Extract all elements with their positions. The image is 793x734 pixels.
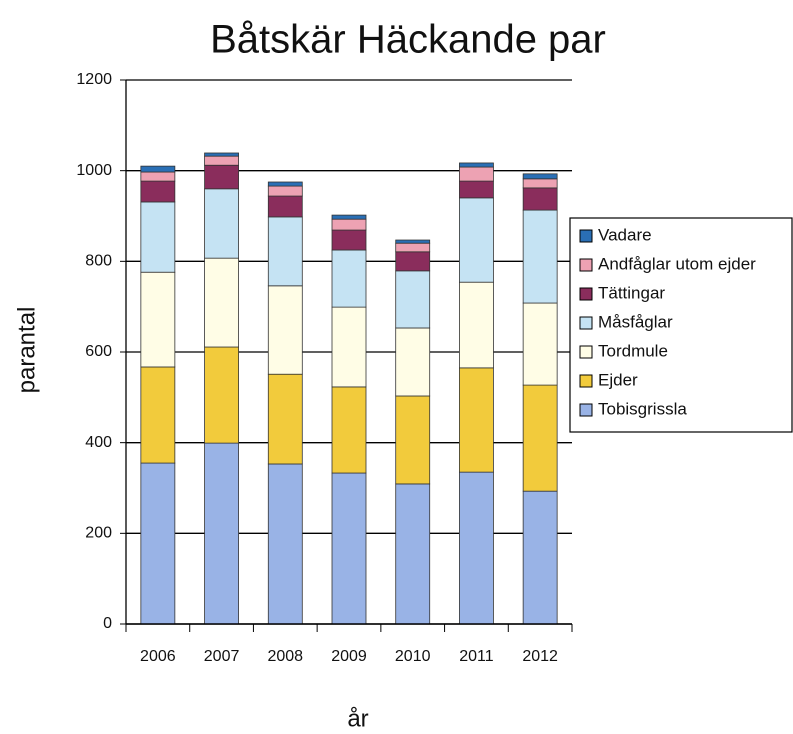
- bar-segment: [267, 216, 303, 287]
- bar-segment: [522, 490, 558, 625]
- bar-segment: [140, 271, 176, 368]
- legend-swatch: [579, 316, 593, 330]
- bar-segment: [140, 165, 176, 173]
- bar-segment: [331, 306, 367, 388]
- bar-segment: [395, 483, 431, 625]
- bar-segment: [267, 195, 303, 218]
- x-tick-label: 2007: [204, 648, 240, 665]
- y-tick-label: 400: [85, 434, 112, 451]
- legend-swatch: [579, 287, 593, 301]
- bar-segment: [395, 242, 431, 253]
- y-tick-label: 1200: [76, 71, 112, 88]
- bar-segment: [204, 155, 239, 166]
- x-tick-label: 2010: [395, 648, 431, 665]
- bar-segment: [459, 281, 494, 369]
- bar-segment: [395, 251, 431, 272]
- bar-segment: [459, 367, 494, 473]
- bar-segment: [459, 162, 494, 168]
- bar-segment: [459, 471, 494, 625]
- bar-segment: [140, 171, 176, 182]
- bar-segment: [267, 285, 303, 375]
- bar-segment: [522, 173, 558, 180]
- x-tick-label: 2009: [331, 648, 367, 665]
- bar-segment: [522, 302, 558, 386]
- legend-swatch: [579, 374, 593, 388]
- bar-segment: [140, 201, 176, 273]
- bar-segment: [395, 327, 431, 397]
- bar-segment: [331, 214, 367, 220]
- x-tick-label: 2011: [459, 648, 494, 665]
- bar-segment: [459, 180, 494, 199]
- bar-segment: [204, 257, 239, 348]
- bar-segment: [395, 270, 431, 329]
- bar-segment: [140, 462, 176, 625]
- legend-swatch: [579, 403, 593, 417]
- bar-segment: [522, 209, 558, 304]
- bar-segment: [395, 239, 431, 244]
- bar-segment: [204, 164, 239, 190]
- bar-segment: [395, 395, 431, 485]
- bar-segment: [204, 346, 239, 444]
- legend-label: Måsfåglar: [598, 312, 673, 331]
- y-axis-label: parantal: [13, 307, 40, 394]
- y-tick-label: 800: [85, 253, 112, 270]
- bar-segment: [459, 166, 494, 182]
- y-tick-label: 1000: [76, 162, 112, 179]
- legend-label: Tordmule: [598, 341, 668, 360]
- y-tick-label: 200: [85, 525, 112, 542]
- legend-box: [569, 217, 793, 433]
- legend-label: Andfåglar utom ejder: [598, 254, 756, 273]
- x-tick-label: 2008: [267, 648, 303, 665]
- x-tick-label: 2006: [140, 648, 176, 665]
- y-tick-label: 600: [85, 343, 112, 360]
- bar-segment: [267, 463, 303, 625]
- x-axis-label: år: [347, 705, 368, 732]
- bar-segment: [204, 188, 239, 259]
- x-tick-label: 2012: [522, 648, 558, 665]
- bar-segment: [140, 366, 176, 464]
- bar-segment: [204, 442, 239, 625]
- bar-segment: [522, 178, 558, 189]
- legend-swatch: [579, 345, 593, 359]
- legend-swatch: [579, 258, 593, 272]
- legend-swatch: [579, 229, 593, 243]
- y-tick-label: 0: [103, 615, 112, 632]
- bar-segment: [267, 185, 303, 197]
- bar-segment: [331, 229, 367, 251]
- bar-segment: [140, 180, 176, 203]
- bar-segment: [267, 373, 303, 465]
- bar-segment: [459, 197, 494, 283]
- bar-segment: [522, 384, 558, 492]
- bar-segment: [331, 218, 367, 231]
- legend-label: Tättingar: [598, 283, 665, 302]
- bar-segment: [522, 187, 558, 211]
- bar-segment: [267, 181, 303, 187]
- bar-segment: [331, 472, 367, 625]
- bar-segment: [204, 152, 239, 157]
- chart-title: Båtskär Häckande par: [210, 18, 606, 62]
- legend-label: Ejder: [598, 370, 638, 389]
- legend-label: Tobisgrissla: [598, 399, 687, 418]
- legend-label: Vadare: [598, 225, 652, 244]
- bar-segment: [331, 249, 367, 308]
- bar-segment: [331, 386, 367, 474]
